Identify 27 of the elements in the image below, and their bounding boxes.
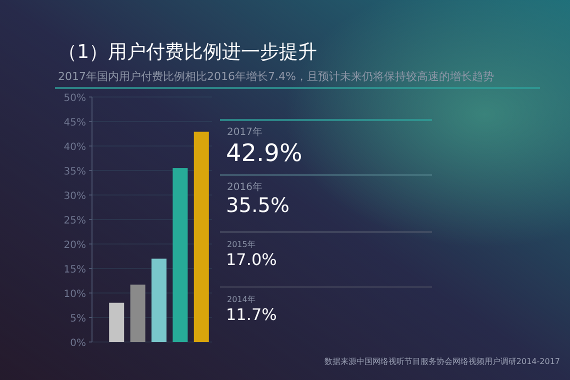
y-tick-label: 30%: [64, 191, 86, 202]
bar: [130, 284, 146, 342]
bar: [194, 132, 209, 342]
y-tick-label: 10%: [64, 289, 86, 300]
y-tick-label: 0%: [70, 338, 86, 349]
y-tick-label: 35%: [64, 166, 86, 178]
y-tick-label: 50%: [64, 93, 86, 104]
text: 2014年: [227, 295, 256, 304]
text: 42.9%: [226, 139, 302, 167]
y-tick-label: 5%: [70, 314, 86, 324]
y-tick-label: 15%: [64, 264, 86, 276]
y-tick-label: 25%: [64, 216, 86, 226]
text: 数据来源中国网络视听节目服务协会网络视频用户调研2014-2017: [324, 357, 560, 366]
text: 17.0%: [226, 250, 277, 269]
bar: [152, 258, 166, 342]
text: 11.7%: [226, 305, 277, 324]
text: 2017年国内用户付费比例相比2016年增长7.4%，且预计未来仍将保持较高速的增长趋势: [58, 70, 494, 83]
text: 2015年: [227, 240, 256, 249]
y-tick-label: 20%: [64, 240, 86, 251]
y-tick-label: 40%: [64, 142, 86, 153]
y-tick-label: 45%: [64, 118, 86, 128]
text: 35.5%: [226, 193, 290, 217]
text: 2017年: [227, 126, 262, 138]
bar: [109, 302, 124, 342]
text: 2016年: [227, 181, 262, 193]
bar: [172, 168, 188, 342]
chart-title: （1）用户付费比例进一步提升: [58, 41, 318, 63]
